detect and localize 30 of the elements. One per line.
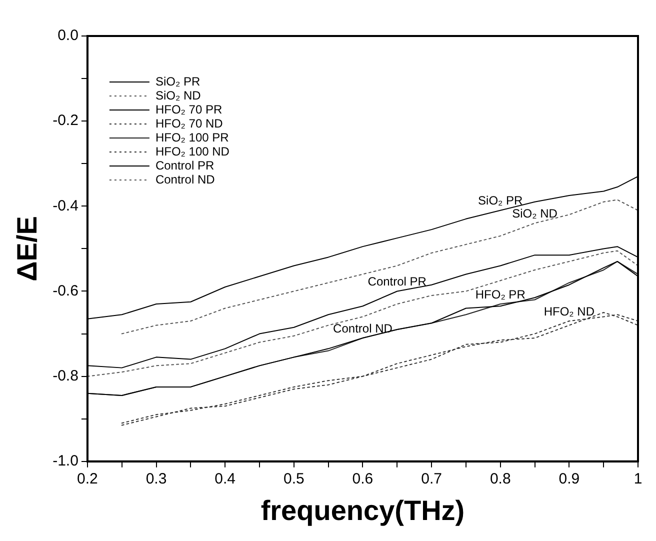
x-tick-label: 1 — [634, 470, 642, 488]
legend-label: Control ND — [155, 172, 216, 186]
legend-label: HFO₂ 70 PR — [155, 102, 222, 116]
x-tick-label: 0.4 — [214, 470, 236, 488]
annotation: SiO₂ ND — [512, 206, 558, 220]
annotation: HFO₂ ND — [544, 304, 595, 318]
y-tick-label: -0.4 — [52, 197, 78, 214]
annotation: SiO₂ PR — [478, 194, 524, 208]
y-tick-label: -0.8 — [52, 367, 78, 384]
x-tick-label: 0.7 — [421, 470, 442, 488]
legend-label: Control PR — [155, 158, 214, 172]
x-tick-label: 0.9 — [558, 470, 580, 488]
y-tick-label: -1.0 — [52, 452, 78, 470]
y-tick-label: 0.0 — [58, 27, 78, 44]
x-axis-title: frequency(THz) — [260, 494, 465, 526]
legend-label: HFO₂ 100 PR — [155, 130, 230, 144]
x-tick-label: 0.3 — [146, 470, 167, 488]
y-tick-label: -0.2 — [52, 112, 78, 130]
annotation: Control PR — [368, 274, 427, 289]
y-axis-title: ΔE/E — [12, 216, 43, 282]
legend-label: SiO₂ ND — [155, 88, 202, 102]
x-tick-label: 0.2 — [77, 470, 98, 488]
legend-label: SiO₂ PR — [155, 74, 200, 88]
legend-label: HFO₂ 70 ND — [155, 116, 224, 130]
legend-label: HFO₂ 100 ND — [155, 144, 230, 158]
annotation: HFO₂ PR — [475, 287, 526, 302]
x-tick-label: 0.5 — [283, 470, 304, 488]
y-tick-label: -0.6 — [52, 282, 78, 300]
x-tick-label: 0.6 — [352, 470, 374, 488]
x-tick-label: 0.8 — [490, 470, 511, 488]
